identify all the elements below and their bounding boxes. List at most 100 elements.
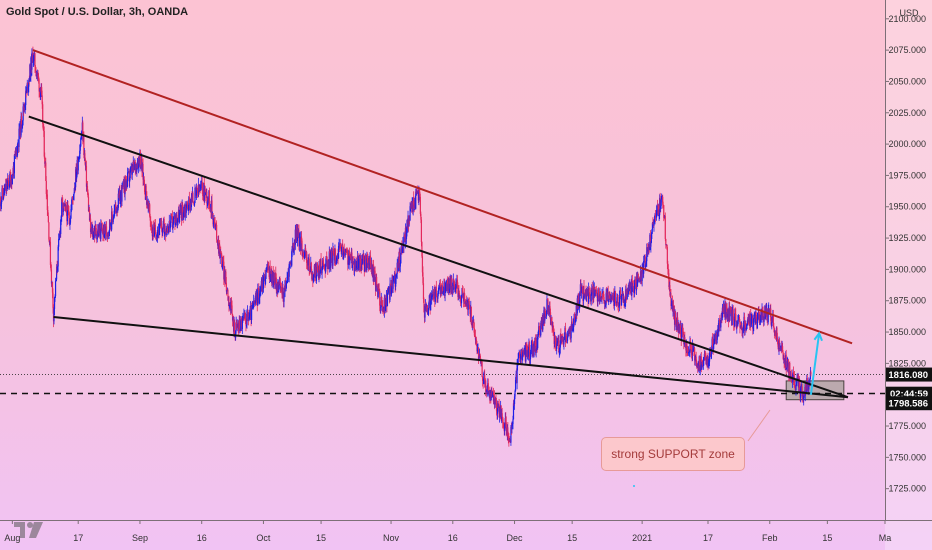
candle-body: [278, 285, 280, 291]
candle-body: [212, 213, 214, 225]
candle-body: [285, 282, 288, 284]
upper-resistance-trendline[interactable]: [32, 49, 853, 345]
candle-body: [733, 316, 735, 325]
candle-body: [21, 124, 23, 127]
candle-body: [756, 317, 758, 329]
candle-body: [216, 224, 218, 240]
candle-body: [381, 297, 383, 306]
candle-body: [664, 215, 666, 239]
candle-body: [478, 357, 480, 359]
candle-body: [461, 288, 463, 296]
candle-body: [632, 286, 634, 291]
candle-body: [137, 157, 140, 169]
candle-body: [453, 279, 455, 282]
candle-body: [113, 217, 115, 219]
candle-body: [522, 350, 524, 352]
support-zone-callout[interactable]: strong SUPPORT zone: [601, 437, 745, 471]
candle-body: [528, 342, 531, 360]
candle-body: [473, 321, 475, 329]
candle-body: [447, 279, 449, 283]
candle-body: [332, 248, 334, 266]
candle-body: [51, 281, 54, 293]
candle-body: [421, 242, 423, 257]
candle-body: [214, 224, 217, 227]
candle-body: [49, 241, 52, 265]
candle-body: [162, 226, 164, 229]
candle-body: [341, 247, 343, 252]
candle-body: [247, 310, 249, 316]
candle-body: [133, 164, 135, 169]
candle-body: [219, 251, 221, 258]
candle-body: [373, 268, 375, 282]
candle-body: [704, 353, 706, 355]
candle-body: [200, 184, 202, 186]
candle-body: [615, 301, 617, 303]
candle-body: [315, 276, 318, 281]
candle-body: [100, 224, 102, 230]
candle-body: [60, 216, 62, 220]
candle-body: [280, 287, 283, 293]
candle-body: [252, 304, 254, 306]
candle-body: [355, 265, 358, 268]
candle-body: [264, 278, 267, 284]
x-tick-label: Feb: [762, 533, 778, 543]
candle-body: [37, 72, 39, 77]
candle-body: [342, 253, 344, 256]
candle-body: [6, 184, 8, 190]
candle-body: [735, 313, 737, 322]
candle-body: [708, 361, 710, 364]
candle-body: [431, 295, 433, 297]
price-axis-panel[interactable]: [885, 0, 932, 550]
candle-body: [57, 266, 59, 271]
candle-body: [79, 146, 81, 151]
candle-body: [377, 288, 379, 297]
candle-body: [57, 246, 59, 267]
candle-body: [438, 285, 440, 292]
countdown-tag: 02:44:59: [890, 389, 928, 400]
candle-body: [663, 217, 665, 219]
candle-body: [554, 337, 556, 342]
candle-body: [152, 226, 154, 235]
candle-body: [746, 324, 748, 325]
projection-arrow[interactable]: [809, 333, 821, 395]
candle-body: [213, 218, 216, 223]
candle-body: [610, 298, 612, 300]
x-tick-label: 15: [316, 533, 326, 543]
candle-body: [709, 347, 712, 357]
candle-body: [135, 164, 137, 172]
candle-body: [225, 282, 227, 292]
candle-body: [495, 403, 498, 412]
candle-body: [565, 336, 567, 343]
candle-body: [422, 283, 425, 299]
candle-body: [126, 180, 128, 188]
candle-body: [512, 403, 515, 420]
lower-trendline[interactable]: [53, 316, 849, 399]
candle-body: [301, 240, 303, 256]
candle-body: [369, 255, 372, 264]
candle-body: [583, 285, 585, 294]
candle-body: [33, 54, 35, 61]
candle-body: [557, 340, 559, 344]
candle-body: [556, 337, 558, 344]
candle-body: [738, 317, 740, 323]
candle-body: [597, 292, 600, 295]
lower-trendline[interactable]: [28, 115, 849, 399]
candle-body: [458, 290, 460, 294]
candle-body: [626, 288, 628, 300]
candle-body: [680, 325, 682, 337]
candle-body: [221, 265, 223, 268]
candle-body: [53, 308, 55, 322]
candle-body: [651, 229, 653, 234]
candle-body: [703, 353, 705, 360]
candle-body: [573, 318, 575, 328]
candle-body: [803, 395, 805, 400]
candle-body: [643, 261, 645, 274]
candle-body: [591, 287, 593, 293]
candle-body: [677, 317, 679, 331]
y-tick-label: 2075.000: [888, 45, 926, 55]
candle-body: [504, 424, 506, 432]
candle-body: [235, 322, 237, 331]
candle-body: [421, 256, 424, 273]
candle-body: [316, 263, 319, 271]
candle-body: [559, 334, 561, 348]
